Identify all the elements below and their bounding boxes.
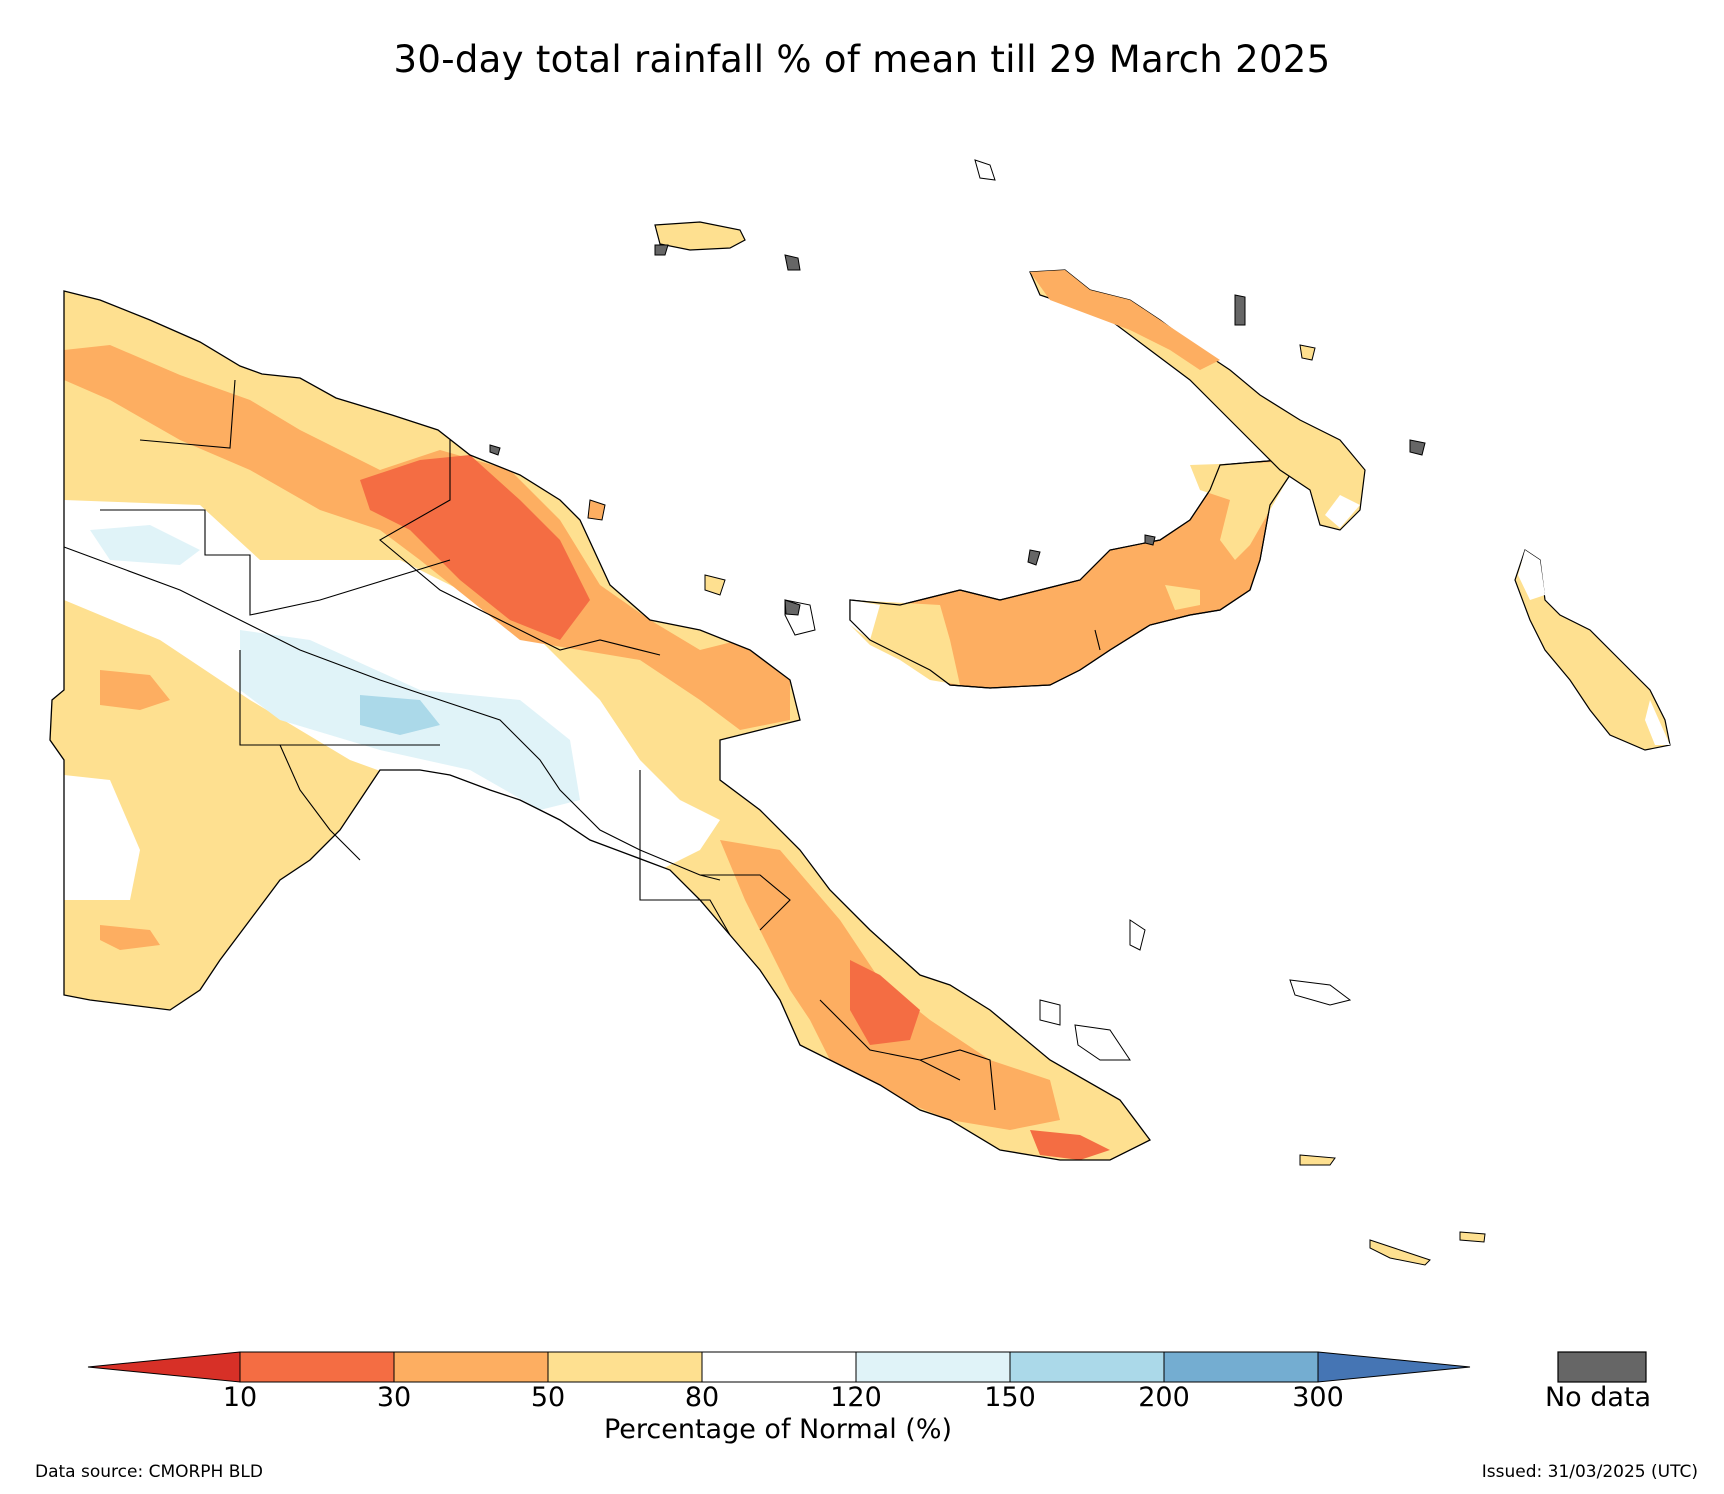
colorbar-bin: [393, 1351, 549, 1383]
manus-island: [654, 221, 801, 271]
colorbar-tick-label: 150: [984, 1382, 1036, 1413]
colorbar-title: Percentage of Normal (%): [603, 1414, 953, 1445]
colorbar-tick-label: 10: [222, 1382, 258, 1413]
issued-text: Issued: 31/03/2025 (UTC): [1481, 1462, 1698, 1482]
colorbar-bin: [701, 1351, 857, 1383]
colorbar-tick-label: 30: [376, 1382, 412, 1413]
rainfall-map: [49, 159, 1671, 1266]
map-title: 30-day total rainfall % of mean till 29 …: [393, 38, 1331, 81]
province-boundaries: [63, 379, 996, 1111]
colorbar-tick-label: 300: [1292, 1382, 1344, 1413]
colorbar-bin: [855, 1351, 1011, 1383]
colorbar-bin: [239, 1351, 395, 1383]
colorbar-bin-high-extension: [1317, 1351, 1471, 1383]
colorbar-tick-label: 80: [684, 1382, 720, 1413]
small-islands: [489, 159, 1486, 1266]
new-britain: [849, 459, 1291, 689]
no-data-label: No data: [1544, 1382, 1652, 1413]
colorbar-bin: [1163, 1351, 1319, 1383]
colorbar-bins: [87, 1351, 1471, 1383]
colorbar-tick-label: 50: [530, 1382, 566, 1413]
colorbar-bin: [547, 1351, 703, 1383]
new-ireland: [1029, 269, 1366, 531]
colorbar-bin: [1009, 1351, 1165, 1383]
data-source-text: Data source: CMORPH BLD: [35, 1462, 263, 1482]
bougainville: [1514, 549, 1671, 751]
colorbar-tick-label: 200: [1138, 1382, 1190, 1413]
colorbar-tick-label: 120: [830, 1382, 882, 1413]
no-data-swatch: [1557, 1351, 1647, 1383]
colorbar-bin-low-extension: [87, 1351, 241, 1383]
